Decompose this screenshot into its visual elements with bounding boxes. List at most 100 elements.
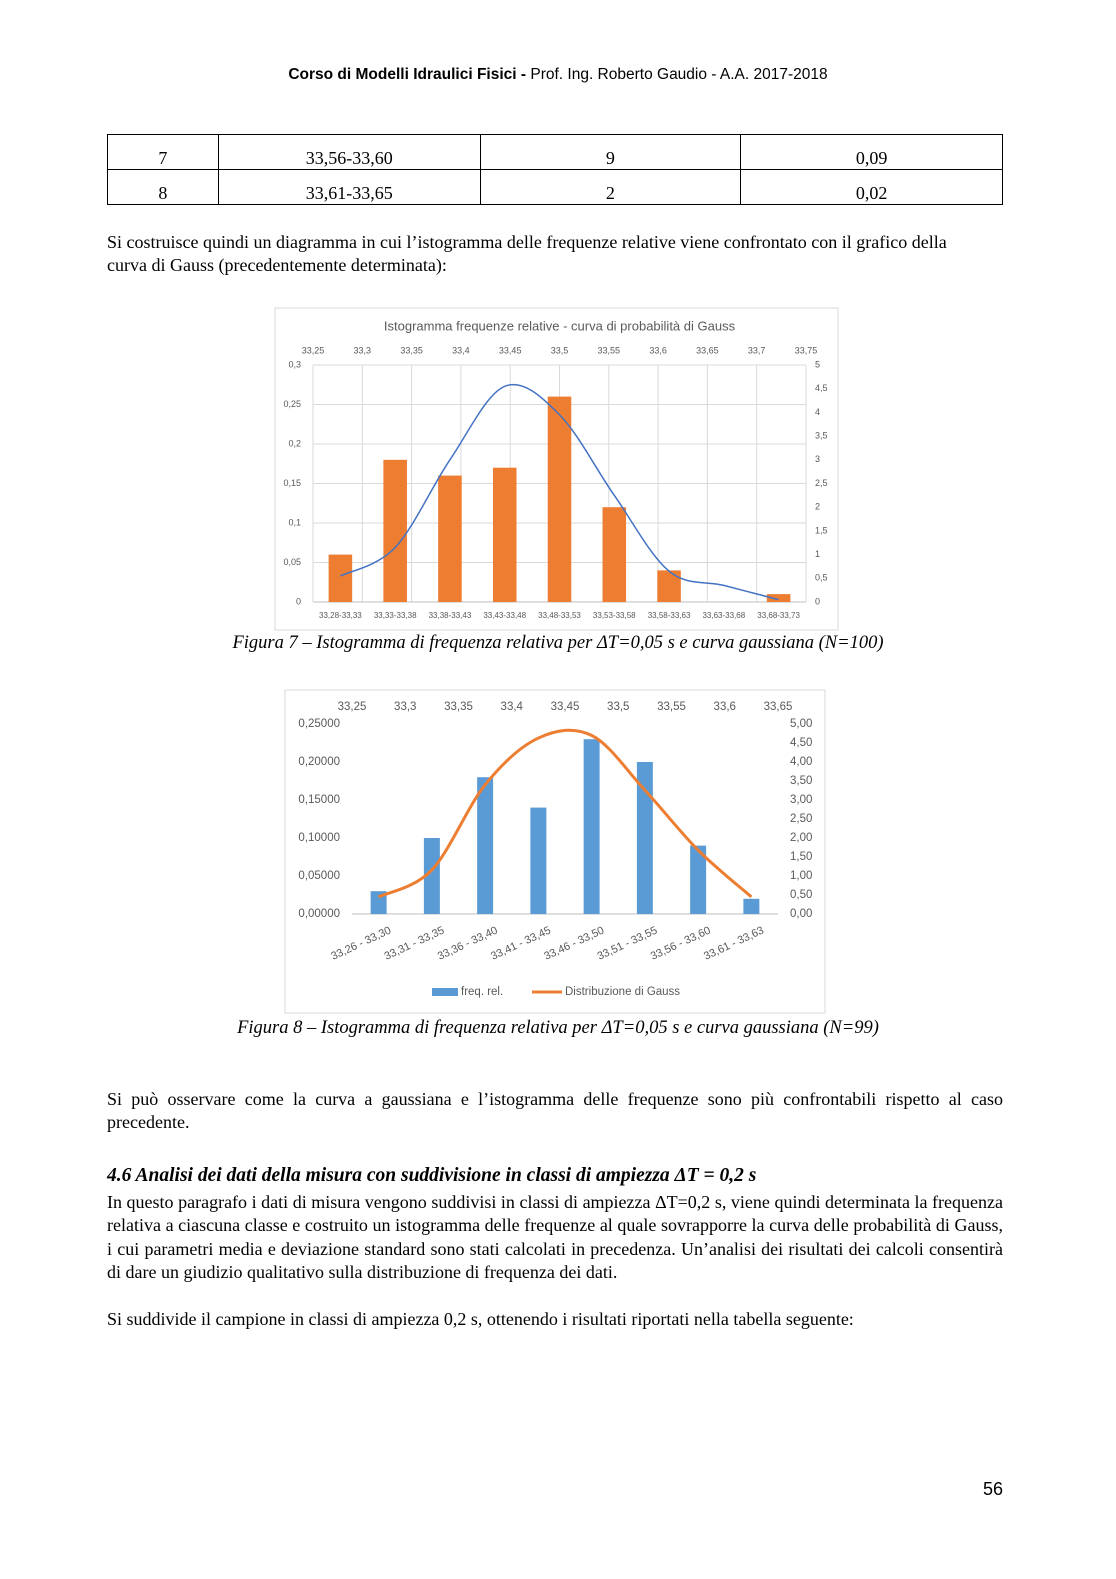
- x2-tick-label: 33,25: [302, 345, 325, 355]
- x-tick-label: 33,43-33,48: [483, 611, 526, 620]
- cell: 0,09: [740, 134, 1003, 170]
- y2-tick-label: 0: [815, 596, 820, 606]
- figure-caption: Figura 8 – Istogramma di frequenza relat…: [237, 1018, 879, 1038]
- y2-tick-label: 3,00: [790, 794, 812, 806]
- y-tick-label: 0,25000: [298, 718, 340, 730]
- bar: [657, 570, 681, 602]
- x2-tick-label: 33,75: [795, 345, 818, 355]
- y-tick-label: 0,2: [288, 438, 301, 448]
- y-tick-label: 0: [296, 596, 301, 606]
- bar: [766, 594, 791, 602]
- y-tick-label: 0,15000: [298, 794, 340, 806]
- x2-tick-label: 33,6: [714, 701, 736, 713]
- y-tick-label: 0,10000: [298, 832, 340, 844]
- bar: [492, 467, 517, 602]
- y2-tick-label: 3: [815, 454, 820, 464]
- y2-tick-label: 1,5: [815, 525, 828, 535]
- y2-tick-label: 3,50: [790, 775, 812, 787]
- y2-tick-label: 2,00: [790, 832, 812, 844]
- bar: [636, 762, 653, 914]
- x2-tick-label: 33,35: [400, 345, 423, 355]
- y2-tick-label: 4,00: [790, 756, 812, 768]
- y2-tick-label: 0,5: [815, 573, 828, 583]
- y2-tick-label: 4,50: [790, 737, 812, 749]
- y2-tick-label: 4: [815, 407, 820, 417]
- x2-tick-label: 33,6: [649, 345, 667, 355]
- bar: [602, 507, 627, 602]
- x2-tick-label: 33,4: [501, 701, 524, 713]
- y2-tick-label: 2,50: [790, 813, 812, 825]
- x-tick-label: 33,68-33,73: [757, 611, 800, 620]
- figure-caption: Figura 7 – Istogramma di frequenza relat…: [232, 633, 884, 653]
- cell: 2: [479, 169, 742, 205]
- paragraph: In questo paragrafo i dati di misura ven…: [107, 1192, 1003, 1283]
- legend-label: freq. rel.: [461, 986, 503, 998]
- y2-tick-label: 2: [815, 502, 820, 512]
- bar: [370, 891, 387, 914]
- x2-tick-label: 33,3: [394, 701, 416, 713]
- cell: 8: [107, 169, 219, 205]
- x2-tick-label: 33,5: [607, 701, 629, 713]
- x2-tick-label: 33,35: [444, 701, 473, 713]
- gauss-line: [377, 728, 753, 899]
- y2-tick-label: 3,5: [815, 430, 828, 440]
- bar: [383, 459, 407, 602]
- cell: 33,56-33,60: [217, 134, 481, 170]
- course-title: Corso di Modelli Idraulici Fisici -: [288, 66, 527, 83]
- bar: [438, 475, 462, 602]
- x2-tick-label: 33,55: [657, 701, 686, 713]
- x2-tick-label: 33,7: [748, 345, 766, 355]
- y-tick-label: 0,05000: [298, 870, 340, 882]
- y-tick-label: 0,00000: [298, 908, 340, 920]
- bar: [547, 396, 572, 602]
- y2-tick-label: 1: [815, 549, 820, 559]
- page-header: Corso di Modelli Idraulici Fisici - Prof…: [0, 66, 1116, 84]
- x-tick-label: 33,53-33,58: [593, 611, 636, 620]
- y2-tick-label: 0,50: [790, 889, 812, 901]
- x2-tick-label: 33,5: [551, 345, 569, 355]
- cell: 7: [107, 134, 219, 170]
- paragraph: Si costruisce quindi un diagramma in cui…: [107, 232, 947, 276]
- x-tick-label: 33,38-33,43: [429, 611, 472, 620]
- cell: 9: [479, 134, 742, 170]
- cell: 33,61-33,65: [217, 169, 481, 205]
- paragraph: Si suddivide il campione in classi di am…: [107, 1309, 854, 1329]
- x-tick-label: 33,33-33,38: [374, 611, 417, 620]
- y2-tick-label: 1,50: [790, 851, 812, 863]
- chart-frame: [284, 689, 826, 1014]
- gauss-line: [340, 383, 779, 601]
- y2-tick-label: 2,5: [815, 478, 828, 488]
- y2-tick-label: 5,00: [790, 718, 812, 730]
- chart-title: Istogramma frequenze relative - curva di…: [384, 318, 736, 333]
- x-tick-label: 33,28-33,33: [319, 611, 362, 620]
- y2-tick-label: 5: [815, 359, 820, 369]
- bar: [423, 838, 440, 914]
- bar: [530, 807, 547, 914]
- x2-tick-label: 33,65: [696, 345, 719, 355]
- x2-tick-label: 33,3: [354, 345, 372, 355]
- y-tick-label: 0,25: [283, 399, 301, 409]
- y-tick-label: 0,1: [288, 517, 301, 527]
- data-table: 7 33,56-33,60 9 0,09 8 33,61-33,65 2 0,02: [107, 134, 1003, 205]
- paragraph: Si può osservare come la curva a gaussia…: [107, 1089, 1003, 1133]
- x2-tick-label: 33,45: [551, 701, 580, 713]
- page-number: 56: [982, 1479, 1003, 1499]
- bar: [690, 845, 707, 914]
- bar: [743, 898, 760, 914]
- y-tick-label: 0,20000: [298, 756, 340, 768]
- y2-tick-label: 0,00: [790, 908, 812, 920]
- x-tick-label: 33,58-33,63: [648, 611, 691, 620]
- section-heading: 4.6 Analisi dei dati della misura con su…: [107, 1165, 757, 1186]
- course-info: Prof. Ing. Roberto Gaudio - A.A. 2017-20…: [530, 66, 828, 83]
- legend-swatch: [432, 988, 458, 996]
- table-row: 7 33,56-33,60 9 0,09: [107, 134, 1003, 170]
- y-tick-label: 0,3: [288, 359, 301, 369]
- x2-tick-label: 33,25: [338, 701, 367, 713]
- x2-tick-label: 33,65: [764, 701, 793, 713]
- y-tick-label: 0,05: [283, 557, 301, 567]
- cell: 0,02: [740, 169, 1003, 205]
- x-tick-label: 33,63-33,68: [702, 611, 745, 620]
- x2-tick-label: 33,45: [499, 345, 522, 355]
- y2-tick-label: 1,00: [790, 870, 812, 882]
